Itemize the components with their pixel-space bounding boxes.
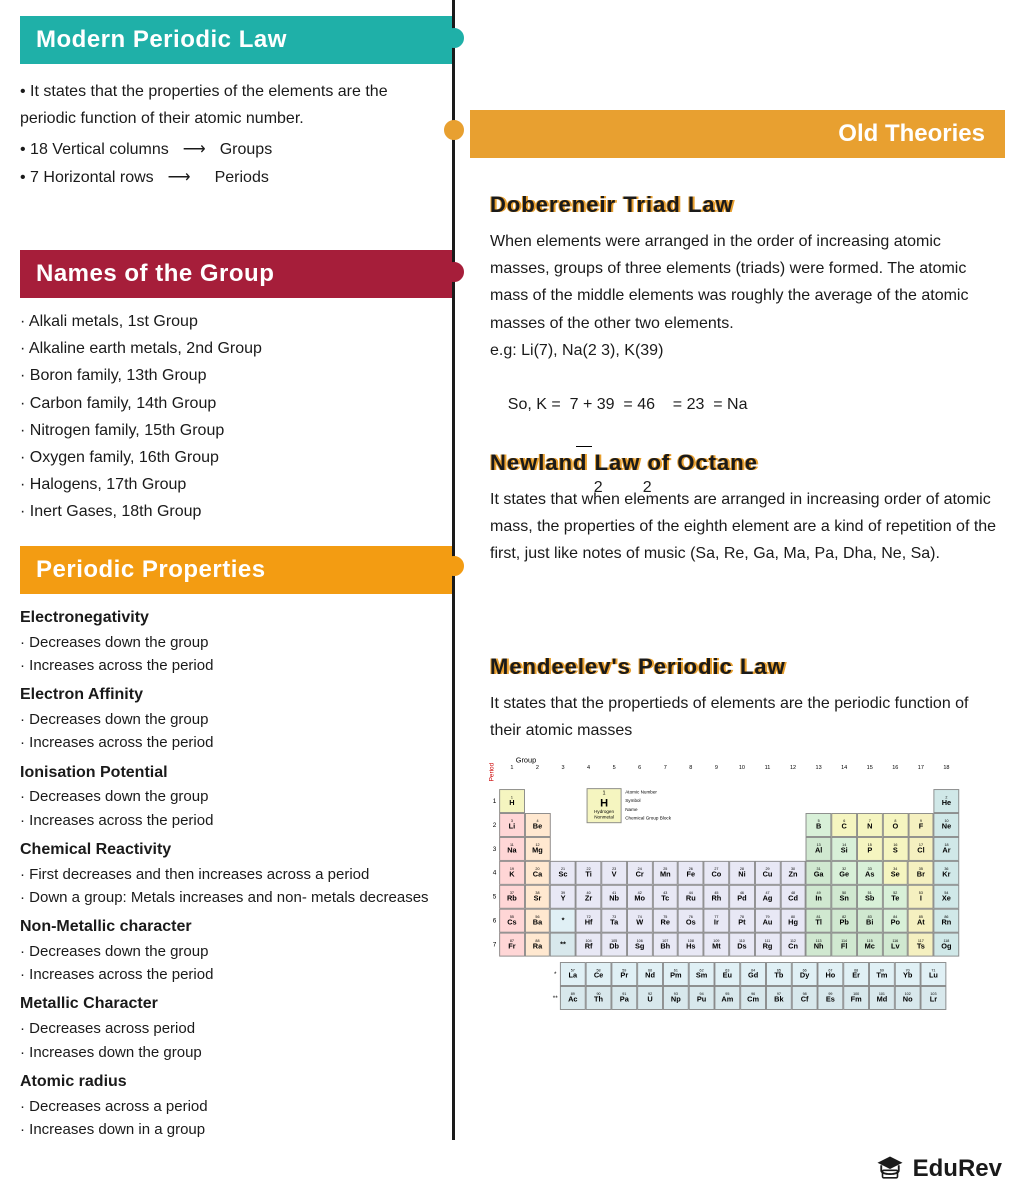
- horizontal-rows: • 7 Horizontal rows: [20, 164, 154, 191]
- property-point: · First decreases and then increases acr…: [20, 863, 460, 886]
- group-item: Alkaline earth metals, 2nd Group: [20, 335, 452, 362]
- header-periodic-properties: Periodic Properties: [20, 546, 452, 594]
- mendeleev-title: Mendeelev's Periodic Law: [490, 654, 1000, 680]
- property-heading: Atomic radius: [20, 1070, 460, 1095]
- brand-logo: EduRev: [875, 1154, 1002, 1184]
- modern-law-body: • It states that the properties of the e…: [20, 78, 420, 132]
- newland-title: Newland Law of Octane: [490, 450, 1000, 476]
- property-point: · Decreases across period: [20, 1017, 460, 1040]
- property-point: · Increases across the period: [20, 809, 460, 832]
- groups-label: Groups: [220, 136, 272, 163]
- property-point: · Increases down in a group: [20, 1118, 460, 1141]
- groups-list: Alkali metals, 1st GroupAlkaline earth m…: [20, 308, 452, 526]
- periods-label: Periods: [215, 164, 269, 191]
- property-point: · Decreases down the group: [20, 785, 460, 808]
- dobereiner-eg: e.g: Li(7), Na(2 3), K(39): [490, 337, 1000, 364]
- property-heading: Chemical Reactivity: [20, 838, 460, 863]
- header-modern-law: Modern Periodic Law: [20, 16, 452, 64]
- property-point: · Increases across the period: [20, 963, 460, 986]
- group-item: Inert Gases, 18th Group: [20, 498, 452, 525]
- property-point: · Increases down the group: [20, 1041, 460, 1064]
- group-item: Halogens, 17th Group: [20, 471, 452, 498]
- mendeleev-body: It states that the propertieds of elemen…: [490, 690, 1000, 744]
- group-item: Carbon family, 14th Group: [20, 390, 452, 417]
- property-point: · Decreases across a period: [20, 1095, 460, 1118]
- property-heading: Electronegativity: [20, 606, 460, 631]
- periodic-table: PeriodGroup12345678910111213141516171811…: [490, 756, 959, 1010]
- vertical-columns: • 18 Vertical columns: [20, 136, 169, 163]
- header-old-theories: Old Theories: [470, 110, 1005, 158]
- group-item: Oxygen family, 16th Group: [20, 444, 452, 471]
- property-point: · Decreases down the group: [20, 708, 460, 731]
- property-point: · Increases across the period: [20, 731, 460, 754]
- group-item: Boron family, 13th Group: [20, 362, 452, 389]
- arrow-icon: ⟶: [183, 136, 206, 163]
- property-point: · Decreases down the group: [20, 631, 460, 654]
- dobereiner-title: Dobereneir Triad Law: [490, 192, 1000, 218]
- dobereiner-body: When elements were arranged in the order…: [490, 228, 1000, 337]
- property-heading: Ionisation Potential: [20, 761, 460, 786]
- graduation-cap-icon: [875, 1154, 905, 1184]
- properties-container: Electronegativity· Decreases down the gr…: [20, 600, 460, 1141]
- property-heading: Electron Affinity: [20, 683, 460, 708]
- group-item: Nitrogen family, 15th Group: [20, 417, 452, 444]
- property-point: · Increases across the period: [20, 654, 460, 677]
- arrow-icon: ⟶: [168, 164, 191, 191]
- property-heading: Non-Metallic character: [20, 915, 460, 940]
- dot-amber: [444, 120, 464, 140]
- property-point: · Decreases down the group: [20, 940, 460, 963]
- property-heading: Metallic Character: [20, 992, 460, 1017]
- newland-body: It states that when elements are arrange…: [490, 486, 1000, 568]
- header-names-group: Names of the Group: [20, 250, 452, 298]
- property-point: · Down a group: Metals increases and non…: [20, 886, 460, 909]
- group-item: Alkali metals, 1st Group: [20, 308, 452, 335]
- brand-name: EduRev: [913, 1155, 1002, 1183]
